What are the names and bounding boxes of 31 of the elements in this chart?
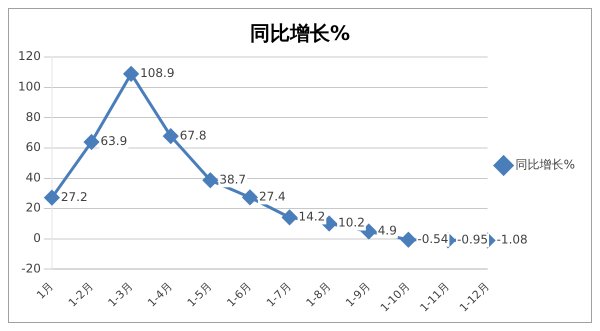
data-label: 108.9 <box>140 66 174 80</box>
data-label: 14.2 <box>298 210 326 224</box>
data-label: -0.54 <box>417 232 448 246</box>
y-tick-label: 20 <box>26 200 41 215</box>
x-tick-label: 1月 <box>34 280 56 302</box>
y-tick-label: 120 <box>18 49 41 64</box>
y-tick-label: 100 <box>18 79 41 94</box>
y-tick-label: 0 <box>33 231 41 246</box>
x-tick-label: 1-5月 <box>184 280 214 310</box>
data-label: 27.2 <box>60 190 88 204</box>
data-label: 67.8 <box>180 128 206 142</box>
data-label: -1.08 <box>496 232 528 247</box>
x-tick-label: 1-6月 <box>224 280 254 310</box>
data-label: 27.4 <box>258 190 286 204</box>
chart-title: 同比增长% <box>250 21 350 46</box>
data-label: 10.2 <box>338 216 365 230</box>
y-tick-label: -20 <box>21 261 41 276</box>
y-tick-label: 60 <box>26 140 41 154</box>
x-tick-label: 1-8月 <box>304 280 334 310</box>
x-tick-label: 1-2月 <box>66 280 96 310</box>
y-tick-label: 40 <box>26 170 41 184</box>
legend-label: 同比增长% <box>516 158 576 172</box>
x-tick-label: 1-4月 <box>145 280 175 310</box>
x-tick-label: 1-7月 <box>264 280 294 310</box>
y-tick-label: 80 <box>26 110 41 124</box>
data-label: 38.7 <box>219 172 246 186</box>
data-label: 63.9 <box>100 134 128 148</box>
data-label: 4.9 <box>378 224 397 238</box>
x-tick-label: 1-9月 <box>343 280 373 310</box>
data-label: -0.95 <box>456 232 488 246</box>
x-tick-label: 1-3月 <box>106 280 136 310</box>
